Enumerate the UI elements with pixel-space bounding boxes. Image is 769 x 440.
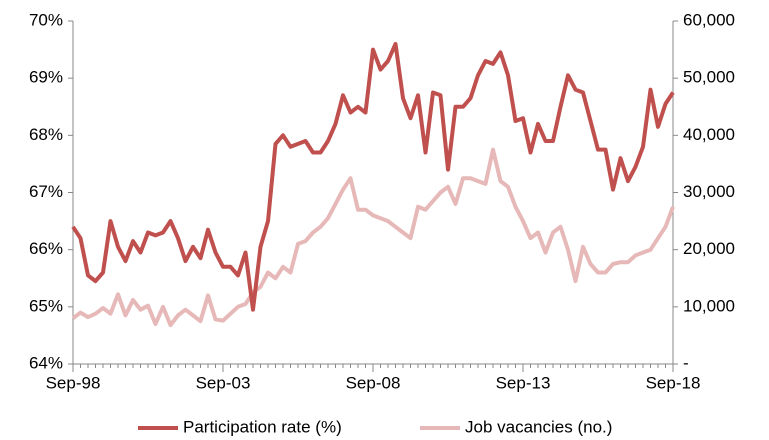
y2-tick-label: 30,000 [683, 182, 735, 201]
x-tick-label: Sep-98 [46, 373, 101, 392]
y2-tick-label: 50,000 [683, 68, 735, 87]
x-tick-label: Sep-08 [346, 373, 401, 392]
y2-tick-label: 20,000 [683, 239, 735, 258]
x-tick-label: Sep-03 [196, 373, 251, 392]
legend-label: Job vacancies (no.) [465, 417, 612, 436]
legend-label: Participation rate (%) [183, 417, 342, 436]
y-tick-label: 70% [29, 10, 63, 29]
y-tick-label: 69% [29, 68, 63, 87]
y-tick-label: 68% [29, 125, 63, 144]
y2-tick-label: 40,000 [683, 125, 735, 144]
y-tick-label: 65% [29, 296, 63, 315]
y2-tick-label: - [683, 353, 689, 372]
y-tick-label: 66% [29, 239, 63, 258]
x-tick-label: Sep-18 [646, 373, 701, 392]
x-tick-label: Sep-13 [496, 373, 551, 392]
series-line [71, 147, 675, 328]
y-tick-label: 64% [29, 353, 63, 372]
y-tick-label: 67% [29, 182, 63, 201]
series-line [71, 41, 675, 312]
y2-tick-label: 10,000 [683, 296, 735, 315]
y2-tick-label: 60,000 [683, 10, 735, 29]
